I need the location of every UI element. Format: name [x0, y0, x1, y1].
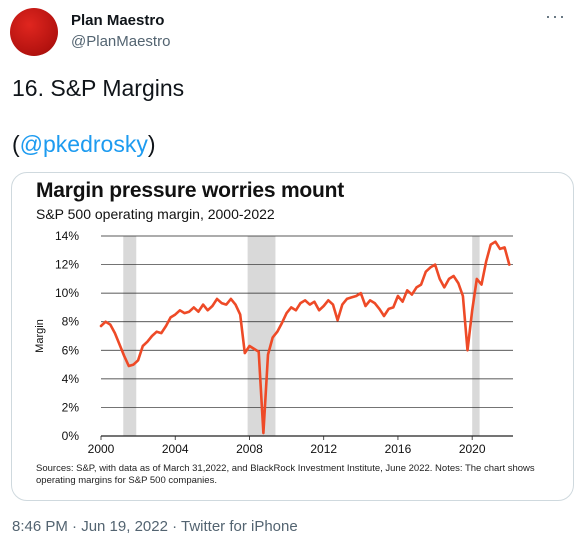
y-tick-label: 14%: [55, 229, 79, 243]
y-tick-label: 12%: [55, 258, 79, 272]
x-tick-label: 2000: [88, 442, 115, 456]
x-tick-label: 2008: [236, 442, 263, 456]
x-tick-label: 2020: [459, 442, 486, 456]
x-tick-label: 2004: [162, 442, 189, 456]
paren-open: (: [12, 131, 20, 157]
chart-image-card[interactable]: 0% 2% 4% 6% 8% 10% 12% 14% 2000 2004 2008 2012 2016 2…: [11, 172, 574, 501]
x-tick-label: 2012: [310, 442, 337, 456]
x-tick-label: 2016: [385, 442, 412, 456]
y-axis-label: Margin: [34, 319, 46, 353]
chart-subtitle: S&P 500 operating margin, 2000-2022: [36, 206, 275, 222]
y-tick-label: 6%: [62, 343, 80, 357]
y-tick-label: 4%: [62, 372, 80, 386]
display-name[interactable]: Plan Maestro: [71, 12, 165, 29]
paren-close: ): [147, 131, 156, 157]
chart-title: Margin pressure worries mount: [36, 179, 345, 202]
recession-band: [123, 236, 137, 436]
margin-chart: 0% 2% 4% 6% 8% 10% 12% 14% 2000 2004 2008 2012 2016 2…: [34, 229, 513, 456]
y-tick-label: 0%: [62, 429, 80, 443]
mention-line: (@pkedrosky): [12, 130, 156, 158]
tweet-timestamp[interactable]: 8:46 PM · Jun 19, 2022 · Twitter for iPh…: [12, 518, 298, 535]
tweet-text: 16. S&P Margins: [12, 75, 185, 101]
more-options-icon[interactable]: ···: [545, 6, 566, 26]
chart-source-note: Sources: S&P, with data as of March 31,2…: [36, 463, 535, 486]
y-tick-label: 2%: [62, 400, 80, 414]
avatar[interactable]: [10, 8, 58, 56]
y-tick-label: 8%: [62, 315, 80, 329]
user-handle[interactable]: @PlanMaestro: [71, 33, 171, 50]
recession-band: [472, 236, 480, 436]
y-tick-label: 10%: [55, 286, 79, 300]
mention-link[interactable]: @pkedrosky: [19, 131, 148, 157]
margin-series-line: [99, 240, 511, 435]
